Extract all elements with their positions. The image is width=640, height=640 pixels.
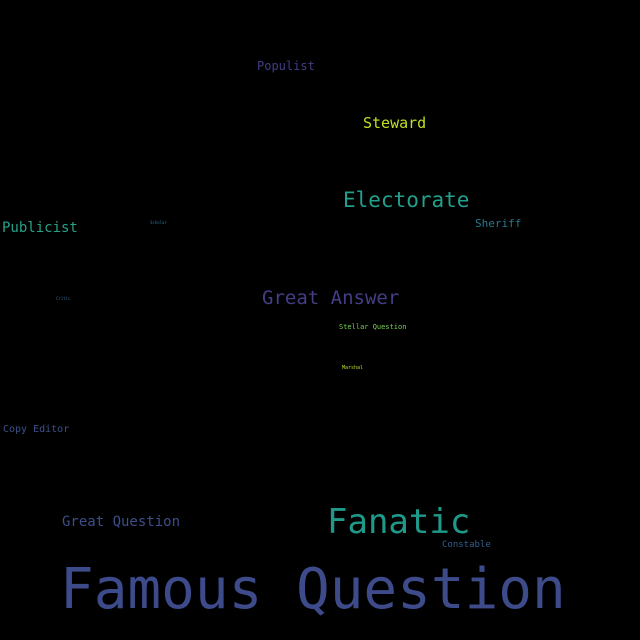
word-publicist: Publicist	[2, 220, 78, 236]
word-tiny-2: Critic	[56, 296, 71, 301]
word-tiny-1: Scholar	[150, 220, 167, 225]
word-stellar-question: Stellar Question	[339, 323, 407, 331]
word-copy-editor: Copy Editor	[3, 424, 70, 435]
word-sheriff: Sheriff	[475, 217, 522, 230]
word-great-answer: Great Answer	[262, 287, 400, 309]
word-great-question: Great Question	[62, 514, 181, 530]
word-electorate: Electorate	[343, 188, 470, 212]
word-constable: Constable	[442, 540, 491, 550]
word-marshal: Marshal	[342, 365, 364, 371]
word-fanatic: Fanatic	[327, 502, 471, 542]
word-steward: Steward	[363, 114, 427, 132]
word-famous-question: Famous Question	[60, 557, 566, 622]
word-populist: Populist	[257, 59, 315, 73]
